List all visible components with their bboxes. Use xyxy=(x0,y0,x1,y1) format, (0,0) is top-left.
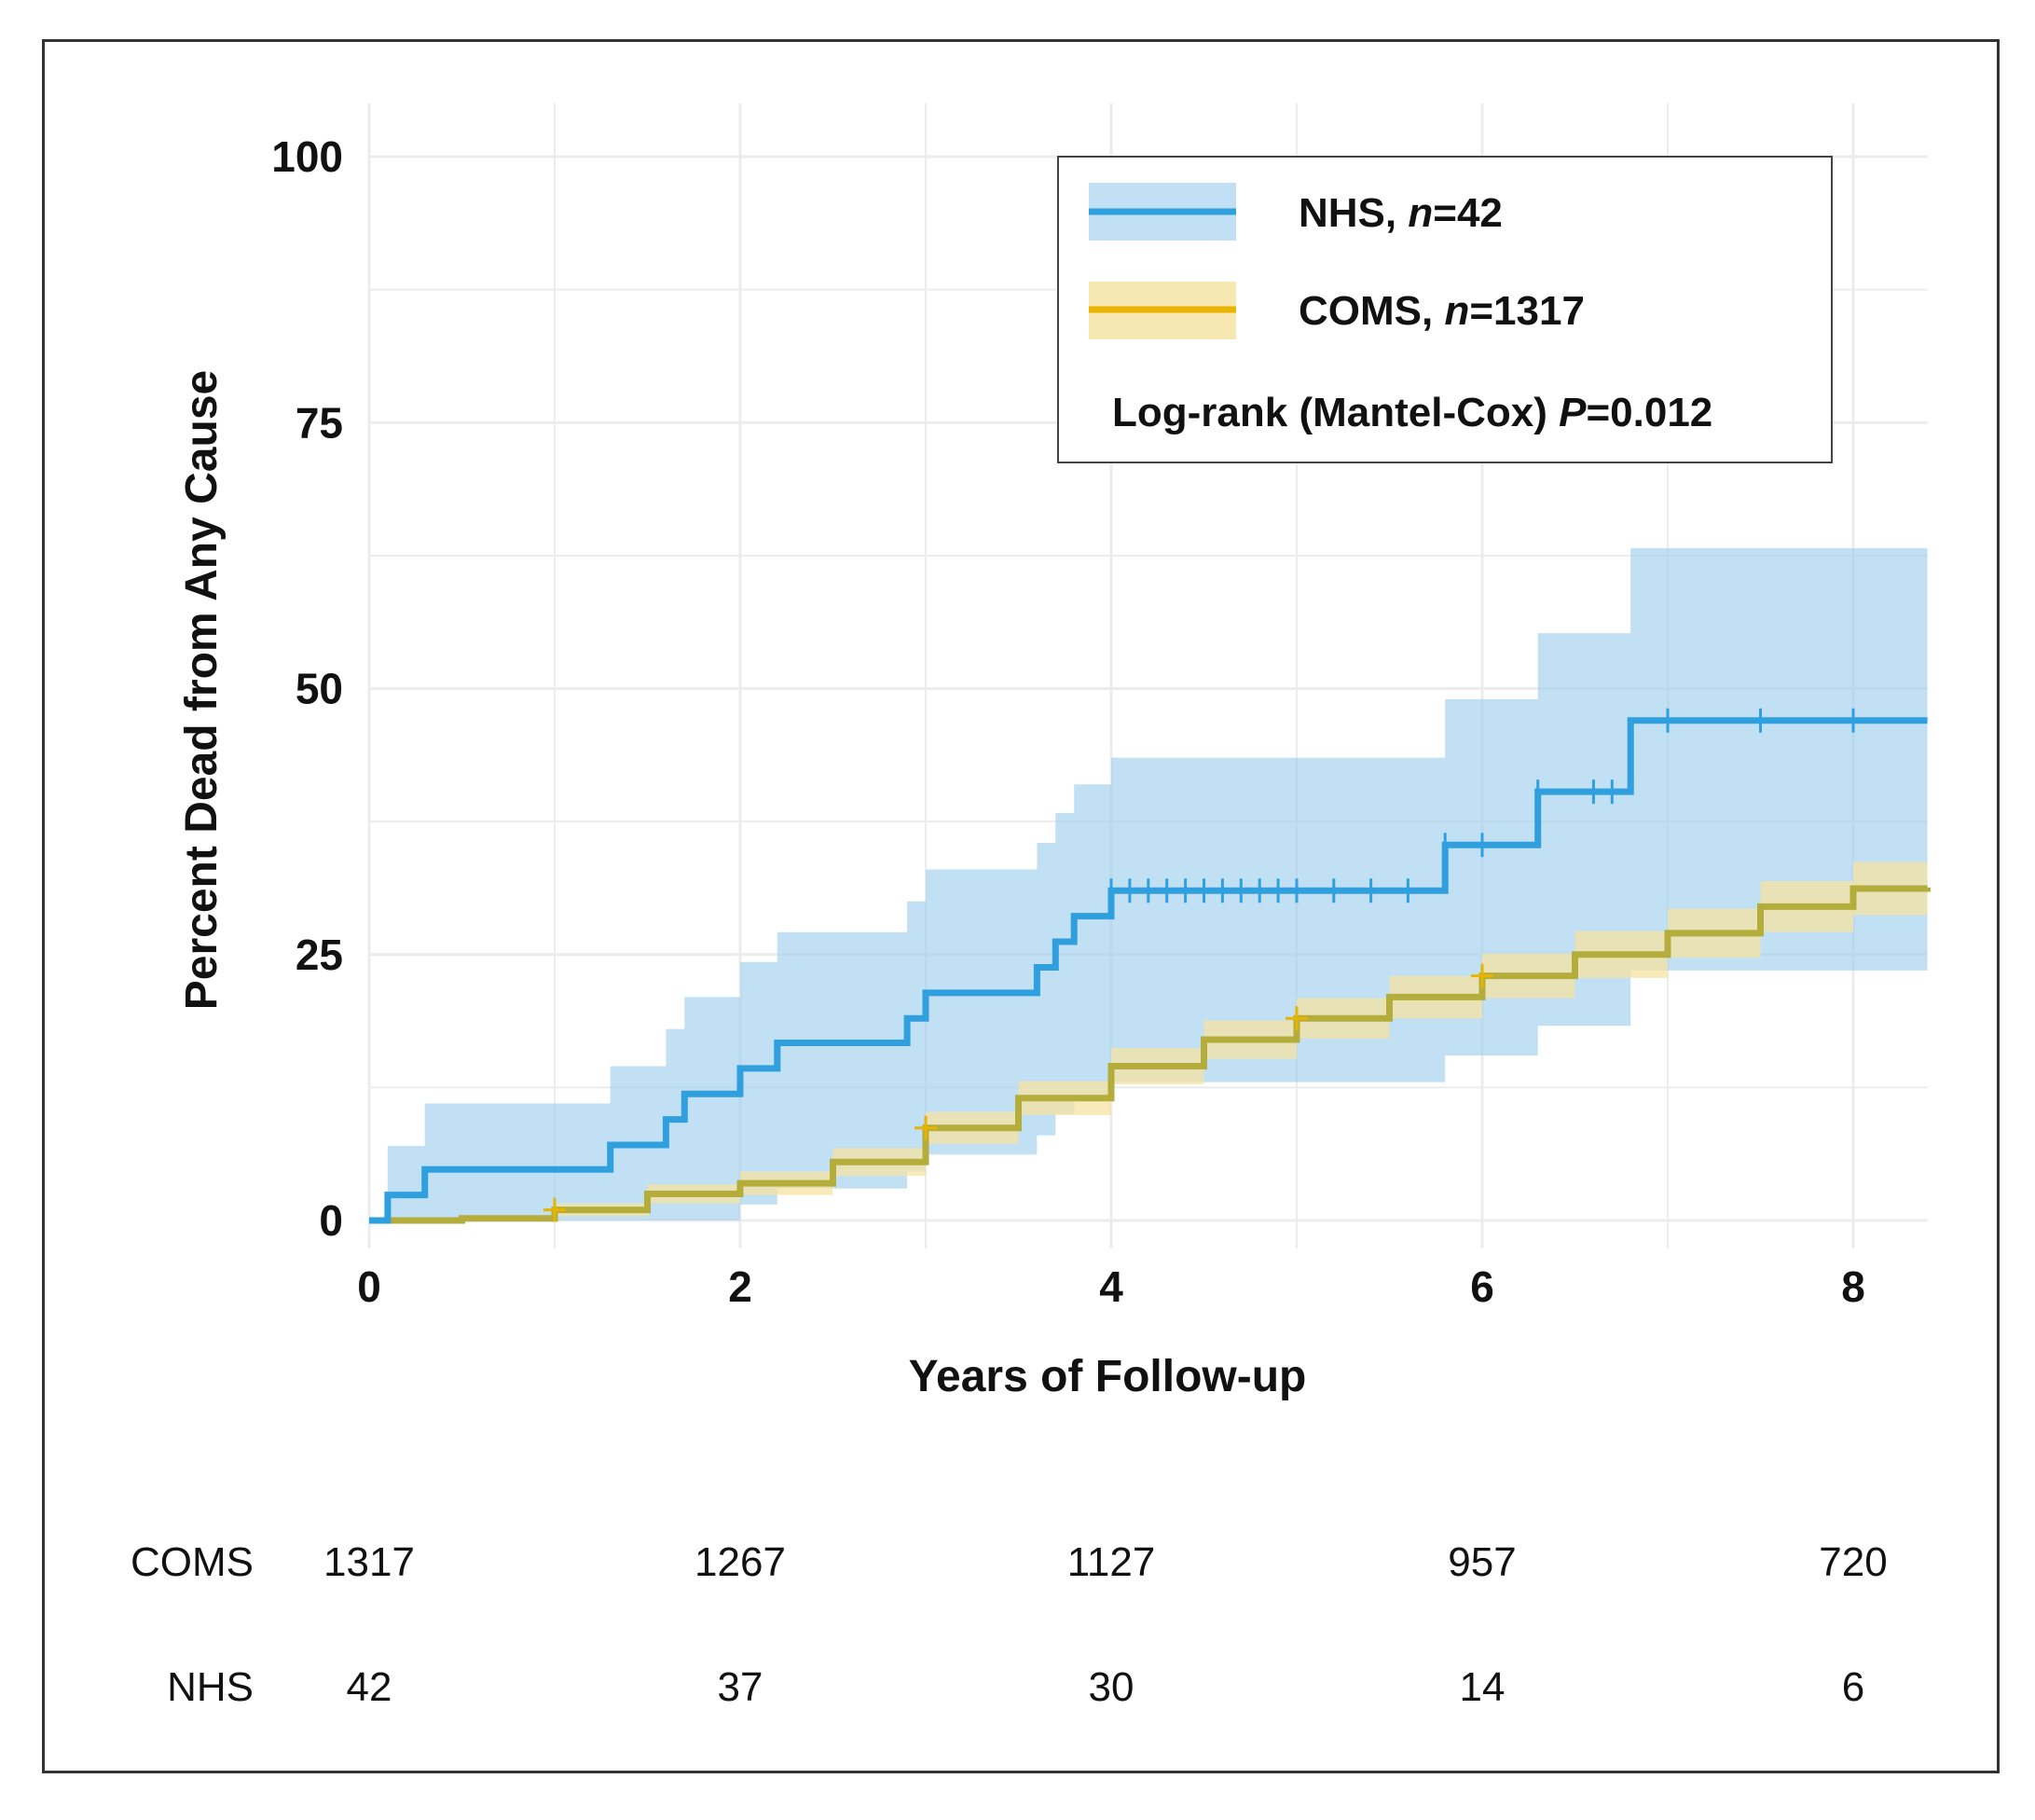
y-tick-labels: 0 25 50 75 100 xyxy=(271,132,343,1245)
figure-frame xyxy=(42,39,2000,1773)
x-tick-label: 2 xyxy=(728,1262,752,1311)
risk-value-coms: 720 xyxy=(1819,1539,1887,1585)
coms-curve xyxy=(369,885,1932,1224)
risk-value-nhs: 30 xyxy=(1089,1664,1134,1710)
y-tick-label: 75 xyxy=(296,398,343,447)
risk-row-label-coms: COMS xyxy=(131,1539,254,1585)
survival-lines xyxy=(369,717,1932,1224)
coms-confidence-band xyxy=(369,861,1928,1220)
risk-row-label-nhs: NHS xyxy=(167,1664,254,1710)
risk-value-coms: 1267 xyxy=(694,1539,786,1585)
risk-value-nhs: 42 xyxy=(347,1664,392,1710)
risk-value-nhs: 6 xyxy=(1842,1664,1864,1710)
legend: NHS, n=42 COMS, n=1317 Log-rank (Mantel-… xyxy=(1057,156,1833,463)
censor-marks xyxy=(543,708,1855,1222)
risk-values: 1317 1267 1127 957 720 42 37 30 14 6 xyxy=(323,1539,1888,1710)
y-tick-label: 25 xyxy=(296,931,343,979)
logrank-annotation: Log-rank (Mantel-Cox) P=0.012 xyxy=(1112,390,1712,435)
x-axis-label: Years of Follow-up xyxy=(909,1352,1307,1401)
legend-nhs-label: NHS, n=42 xyxy=(1299,190,1503,236)
x-tick-label: 0 xyxy=(357,1262,381,1311)
risk-table: COMS NHS 1317 1267 1127 957 720 42 37 30 14 6 xyxy=(131,1539,1888,1710)
y-tick-label: 50 xyxy=(296,665,343,713)
risk-value-nhs: 14 xyxy=(1460,1664,1506,1710)
y-tick-label: 100 xyxy=(271,132,343,181)
x-tick-labels: 0 2 4 6 8 xyxy=(357,1262,1865,1311)
risk-value-nhs: 37 xyxy=(718,1664,763,1710)
risk-value-coms: 1317 xyxy=(323,1539,415,1585)
y-tick-label: 0 xyxy=(319,1196,343,1245)
risk-value-coms: 957 xyxy=(1448,1539,1516,1585)
y-axis-label: Percent Dead from Any Cause xyxy=(177,370,227,1010)
x-tick-label: 6 xyxy=(1470,1262,1494,1311)
risk-value-coms: 1127 xyxy=(1067,1539,1156,1585)
x-tick-label: 8 xyxy=(1841,1262,1865,1311)
x-tick-label: 4 xyxy=(1099,1262,1123,1311)
legend-coms-label: COMS, n=1317 xyxy=(1299,288,1585,334)
nhs-curve xyxy=(369,717,1928,1224)
